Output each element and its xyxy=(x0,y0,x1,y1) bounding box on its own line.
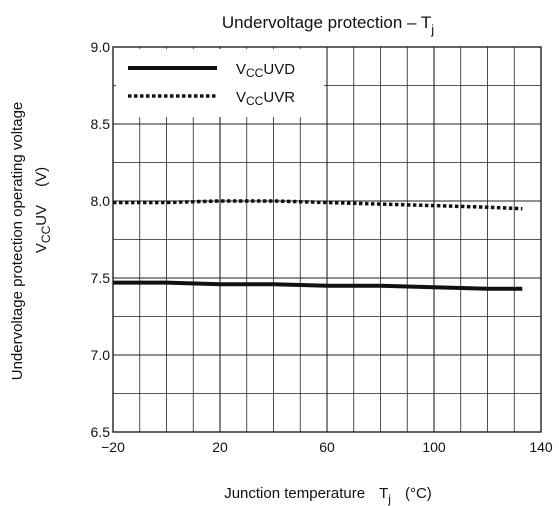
legend-label-vccuvd-subscript: CC xyxy=(246,66,264,80)
x-tick-label: 140 xyxy=(529,439,553,455)
y-tick-label: 9.0 xyxy=(91,39,111,55)
chart-title-subscript: j xyxy=(430,22,434,37)
legend-label-vccuvd-symbol: V xyxy=(236,61,246,78)
x-axis-label: Junction temperature Tj (°C) xyxy=(224,485,432,506)
x-axis-label-unit: (°C) xyxy=(405,485,432,502)
series-lines xyxy=(113,199,523,291)
axes: −20 20 60 100 140 6.5 7.0 7.5 8.0 8.5 9.0 xyxy=(91,39,553,455)
x-axis-label-symbol: T xyxy=(379,485,388,502)
y-tick-label: 7.5 xyxy=(91,270,111,286)
series-line-vccuvr xyxy=(113,199,523,211)
y-axis-label-symbol: V xyxy=(33,243,50,253)
legend-label-vccuvr-suffix: UVR xyxy=(263,89,295,106)
y-axis-label-line2: VCCUV (V) xyxy=(33,167,53,253)
y-axis-label-unit: (V) xyxy=(33,167,50,187)
y-tick-label: 6.5 xyxy=(91,424,111,440)
x-tick-label: −20 xyxy=(101,439,125,455)
y-tick-label: 7.0 xyxy=(91,347,111,363)
legend: VCCUVD VCCUVR xyxy=(116,49,324,117)
plot-frame xyxy=(112,46,542,433)
x-axis-label-subscript: j xyxy=(387,492,391,506)
chart-title-main: Undervoltage protection – T xyxy=(222,13,431,32)
x-axis-label-text: Junction temperature xyxy=(224,485,365,502)
legend-box xyxy=(116,49,324,117)
x-tick-label: 20 xyxy=(212,439,228,455)
y-axis-label-subscript: CC xyxy=(39,225,53,243)
legend-label-vccuvd: VCCUVD xyxy=(236,61,295,80)
x-tick-label: 100 xyxy=(422,439,446,455)
legend-label-vccuvr-subscript: CC xyxy=(246,94,264,108)
y-axis-label-line1: Undervoltage protection operating voltag… xyxy=(9,102,26,381)
x-tick-label: 60 xyxy=(319,439,335,455)
y-axis-label-quantity: UV xyxy=(33,205,50,226)
legend-label-vccuvd-suffix: UVD xyxy=(263,61,295,78)
legend-label-vccuvr-symbol: V xyxy=(236,89,246,106)
series-line-vccuvd xyxy=(113,280,523,291)
legend-label-vccuvr: VCCUVR xyxy=(236,89,295,108)
y-tick-label: 8.0 xyxy=(91,193,111,209)
y-tick-label: 8.5 xyxy=(91,116,111,132)
chart-title: Undervoltage protection – Tj xyxy=(222,13,434,37)
